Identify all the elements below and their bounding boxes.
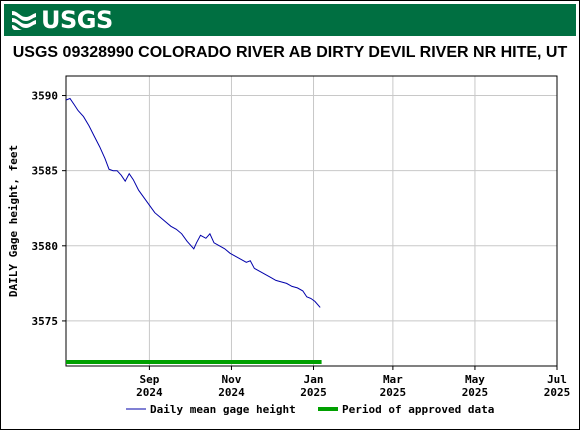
legend: Daily mean gage height Period of approve… xyxy=(126,403,494,416)
y-axis-label: DAILY Gage height, feet xyxy=(7,145,20,297)
x-tick-label-month: Jul xyxy=(547,373,567,386)
series-approved-bar xyxy=(66,360,322,364)
x-tick-label-year: 2024 xyxy=(136,386,163,399)
x-tick-label-month: Mar xyxy=(383,373,403,386)
x-tick-label-month: Sep xyxy=(139,373,159,386)
y-tick-label: 3590 xyxy=(32,90,59,103)
x-tick-label-year: 2025 xyxy=(380,386,407,399)
y-tick-label: 3575 xyxy=(32,315,59,328)
legend-swatch-approved xyxy=(318,407,338,411)
x-tick-label-year: 2024 xyxy=(218,386,245,399)
usgs-logo-text: USGS xyxy=(41,6,113,34)
legend-label-daily-mean: Daily mean gage height xyxy=(150,403,296,416)
x-tick-label-year: 2025 xyxy=(544,386,571,399)
usgs-logo[interactable]: USGS xyxy=(10,6,113,34)
usgs-banner: USGS xyxy=(4,4,576,36)
y-tick-label: 3580 xyxy=(32,240,59,253)
x-tick-label-year: 2025 xyxy=(462,386,489,399)
x-tick-label-month: May xyxy=(465,373,485,386)
x-tick-label-month: Jan xyxy=(304,373,324,386)
x-tick-label-month: Nov xyxy=(222,373,242,386)
usgs-wave-icon xyxy=(12,11,36,30)
chart-title: USGS 09328990 COLORADO RIVER AB DIRTY DE… xyxy=(12,44,568,61)
legend-label-approved: Period of approved data xyxy=(342,403,494,416)
x-tick-label-year: 2025 xyxy=(300,386,327,399)
series-daily-mean-line xyxy=(65,97,321,308)
y-tick-label: 3585 xyxy=(32,165,59,178)
plot-area xyxy=(65,75,558,367)
